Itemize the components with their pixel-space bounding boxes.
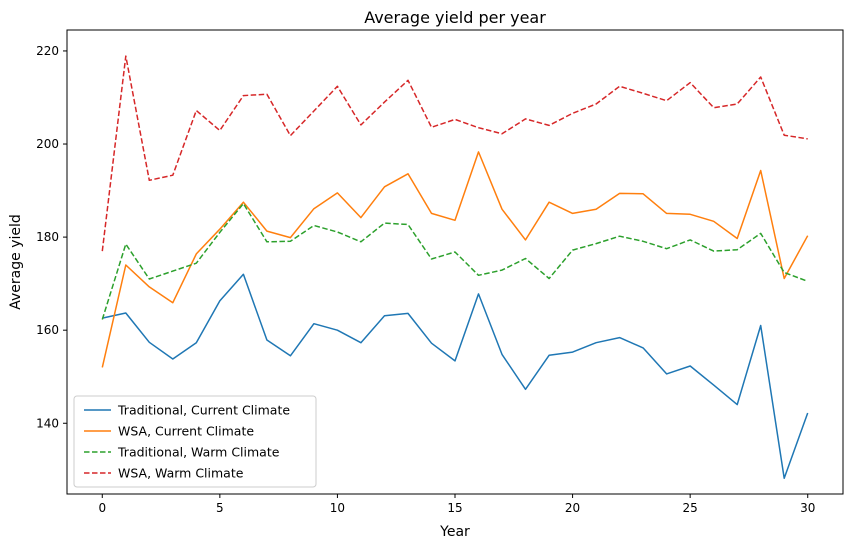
legend-label-1: Traditional, Current Climate xyxy=(117,403,290,418)
series-line-2 xyxy=(101,151,809,368)
y-tick-label: 160 xyxy=(36,323,59,337)
x-tick-label: 30 xyxy=(800,501,815,515)
chart-title: Average yield per year xyxy=(364,8,546,27)
x-tick-label: 20 xyxy=(565,501,580,515)
series-line-1 xyxy=(102,273,809,479)
legend-label-3: Traditional, Warm Climate xyxy=(117,445,280,460)
y-tick-label: 200 xyxy=(36,137,59,151)
x-axis-title: Year xyxy=(439,524,470,540)
x-tick-label: 0 xyxy=(98,501,106,515)
legend-label-2: WSA, Current Climate xyxy=(118,424,254,439)
legend-box xyxy=(73,395,317,488)
y-tick-label: 180 xyxy=(36,230,59,244)
x-axis: 0 5 10 15 20 25 30 xyxy=(98,494,815,515)
y-axis-title: Average yield xyxy=(8,214,24,310)
x-tick-label: 25 xyxy=(683,501,698,515)
legend: Traditional, Current Climate WSA, Current… xyxy=(73,395,317,488)
y-tick-label: 140 xyxy=(36,416,59,430)
series-layer xyxy=(101,55,809,479)
series-line-3 xyxy=(101,202,808,320)
x-tick-label: 10 xyxy=(330,501,345,515)
x-tick-label: 5 xyxy=(216,501,224,515)
legend-label-4: WSA, Warm Climate xyxy=(118,466,244,481)
series-line-4 xyxy=(101,55,808,252)
y-axis: 140 160 180 200 220 xyxy=(36,44,67,430)
y-tick-label: 220 xyxy=(36,44,59,58)
x-tick-label: 15 xyxy=(447,501,462,515)
